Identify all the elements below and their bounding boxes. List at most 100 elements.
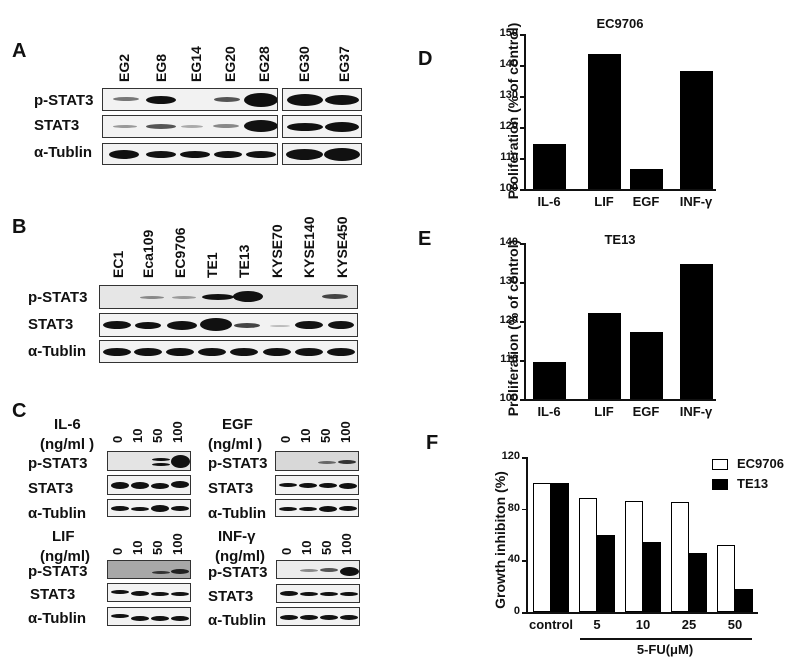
y-tick-label: 120: [499, 314, 518, 326]
row-label: p-STAT3: [208, 564, 268, 581]
y-tick-mark: [522, 560, 526, 562]
lane-label: TE1: [204, 252, 220, 278]
bar-ec9706: [671, 501, 689, 612]
blot-tublin-right: [282, 143, 362, 165]
blot-stat3: [99, 313, 358, 337]
dose-label: 100: [339, 533, 354, 555]
y-tick-mark: [520, 34, 524, 36]
panel-letter-b: B: [12, 216, 27, 238]
y-axis: [524, 34, 526, 189]
y-tick-label: 130: [499, 89, 518, 101]
y-axis-label: Growth inhibiton (%): [492, 471, 508, 609]
dose-label: 100: [338, 421, 353, 443]
row-label: p-STAT3: [28, 289, 88, 306]
x-tick-label: control: [528, 617, 574, 632]
dose-label: 0: [279, 547, 294, 555]
blot-il6-tublin: [107, 499, 191, 517]
blot-tublin-left: [102, 143, 278, 165]
lane-label: Eca109: [140, 229, 156, 278]
x-tick-label: IL-6: [537, 194, 561, 209]
y-tick-mark: [520, 321, 524, 323]
chart-title: EC9706: [596, 16, 644, 31]
dose-label: 0: [110, 435, 125, 443]
row-label: α-Tublin: [28, 343, 87, 360]
unit-label: (ng/ml): [215, 548, 265, 565]
bar: [679, 71, 713, 189]
lane-label: KYSE70: [269, 224, 285, 278]
dose-label: 0: [110, 547, 125, 555]
x-axis: [524, 399, 716, 401]
unit-label: (ng/ml ): [208, 436, 263, 453]
x-axis: [524, 189, 716, 191]
treatment-label: INF-γ: [218, 528, 256, 545]
dose-label: 50: [150, 540, 165, 555]
row-label: p-STAT3: [208, 455, 268, 472]
y-tick-label: 110: [500, 353, 518, 365]
row-label: STAT3: [28, 480, 74, 497]
blot-inf-tublin: [276, 607, 360, 626]
x-tick-label: 5: [593, 617, 601, 632]
x-tick-label: INF-γ: [679, 194, 713, 209]
bar-ec9706: [717, 545, 735, 612]
dose-label: 0: [278, 435, 293, 443]
panel-letter-d: D: [418, 48, 433, 70]
dose-label: 10: [130, 428, 145, 443]
blot-pstat3-right: [282, 88, 362, 111]
x-tick-label: EGF: [632, 404, 660, 419]
row-label: p-STAT3: [28, 563, 88, 580]
blot-egf-pstat3: [275, 451, 359, 471]
blot-inf-pstat3: [276, 560, 360, 579]
y-tick-mark: [520, 399, 524, 401]
row-label: α-Tublin: [28, 610, 87, 627]
row-label: p-STAT3: [28, 455, 88, 472]
y-tick-label: 110: [500, 151, 518, 163]
lane-label: KYSE450: [334, 216, 350, 278]
y-tick-mark: [520, 360, 524, 362]
lane-label: KYSE140: [301, 216, 317, 278]
bar-ec9706: [533, 482, 551, 612]
bar: [587, 312, 621, 399]
bar: [629, 332, 663, 399]
blot-tublin: [99, 340, 358, 363]
legend-label: TE13: [737, 476, 769, 491]
y-tick-label: 120: [501, 450, 520, 462]
y-tick-label: 100: [499, 182, 518, 194]
treatment-label: EGF: [222, 416, 253, 433]
y-tick-mark: [520, 127, 524, 129]
lane-label: TE13: [236, 244, 252, 278]
treatment-label: LIF: [52, 528, 75, 545]
lane-label: EC1: [110, 250, 126, 278]
bar-te13: [597, 535, 615, 612]
lane-label: EG2: [116, 53, 132, 82]
blot-lif-tublin: [107, 607, 191, 626]
bar: [532, 144, 566, 189]
bar-ec9706: [625, 500, 643, 612]
y-tick-label: 140: [499, 58, 518, 70]
panel-letter-c: C: [12, 400, 27, 422]
bar-te13: [643, 541, 661, 612]
xaxis-bracket-line: [580, 638, 752, 640]
y-tick-mark: [520, 158, 524, 160]
x-tick-label: 25: [681, 617, 697, 632]
x-axis-label: 5-FU(μM): [636, 642, 694, 657]
blot-il6-pstat3: [107, 451, 191, 471]
panel-letter-e: E: [418, 228, 432, 250]
blot-lif-stat3: [107, 583, 191, 602]
y-tick-label: 100: [499, 392, 518, 404]
y-tick-mark: [522, 612, 526, 614]
chart-title: TE13: [604, 232, 636, 247]
x-tick-label: IL-6: [537, 404, 561, 419]
bar: [532, 362, 566, 399]
lane-label: EC9706: [172, 227, 188, 278]
blot-il6-stat3: [107, 475, 191, 495]
blot-inf-stat3: [276, 584, 360, 603]
dose-label: 100: [170, 421, 185, 443]
dose-label: 50: [318, 428, 333, 443]
dose-label: 10: [299, 540, 314, 555]
blot-pstat3: [99, 285, 358, 309]
x-tick-label: EGF: [632, 194, 660, 209]
dose-label: 100: [170, 533, 185, 555]
y-tick-mark: [520, 65, 524, 67]
bar-te13: [551, 482, 569, 612]
x-tick-label: LIF: [594, 404, 614, 419]
